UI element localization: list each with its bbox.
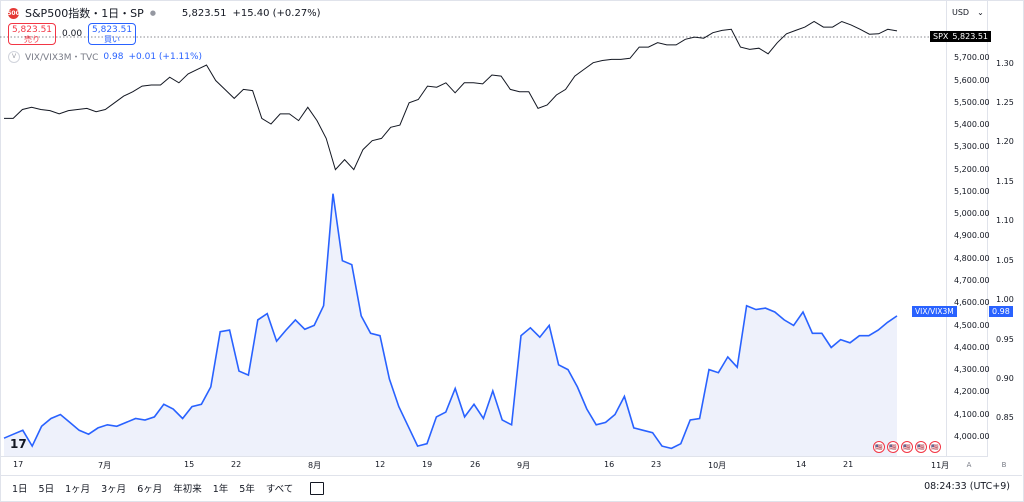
time-axis-tick: 15 xyxy=(184,460,195,469)
symbol-header[interactable]: 500 S&P500指数・1日・SP ● 5,823.51 +15.40 (+0… xyxy=(7,5,321,21)
time-axis-tick: 8月 xyxy=(308,461,322,470)
vix-legend-value: 0.98 xyxy=(103,51,124,62)
vix-series-line[interactable] xyxy=(3,193,898,450)
left-axis-tick: 5,500.00 xyxy=(954,97,990,107)
range-button[interactable]: すべて xyxy=(265,484,294,495)
tradingview-logo[interactable]: 17 xyxy=(10,437,27,451)
right-axis-tick: 0.95 xyxy=(996,334,1014,344)
vix-area-fill xyxy=(4,193,897,456)
clock[interactable]: 08:24:33 (UTC+9) xyxy=(924,481,1010,492)
vix-legend-name: VIX/VIX3M・TVC xyxy=(25,53,99,63)
time-axis-tick: 21 xyxy=(843,460,854,469)
calendar-icon[interactable] xyxy=(310,481,325,495)
us-flag-event-icon[interactable]: 🇺🇸 xyxy=(929,441,941,453)
spx-label-name: SPX xyxy=(933,32,949,41)
range-button[interactable]: 5日 xyxy=(38,484,55,495)
left-axis-tick: 4,100.00 xyxy=(954,409,990,419)
auto-scale-button[interactable]: A xyxy=(966,461,972,469)
time-axis-tick: 17 xyxy=(13,460,24,469)
time-axis-tick: 23 xyxy=(651,460,662,469)
left-axis-tick: 4,000.00 xyxy=(954,431,990,441)
range-button[interactable]: 1年 xyxy=(212,484,229,495)
symbol-price: 5,823.51 xyxy=(181,7,227,19)
us-flag-event-icon[interactable]: 🇺🇸 xyxy=(901,441,913,453)
range-button[interactable]: 1ヶ月 xyxy=(65,484,91,495)
time-axis-tick: 22 xyxy=(231,460,242,469)
buy-price: 5,823.51 xyxy=(92,25,133,35)
log-scale-button[interactable]: B xyxy=(1001,461,1007,469)
right-axis-tick: 0.85 xyxy=(996,413,1014,423)
left-axis-tick: 4,900.00 xyxy=(954,231,990,241)
chevron-down-icon: ⌄ xyxy=(977,7,984,17)
range-button[interactable]: 5年 xyxy=(239,484,255,495)
range-button[interactable]: 年初来 xyxy=(173,484,202,495)
right-axis-tick: 1.30 xyxy=(996,58,1014,68)
vix-legend-change: +0.01 (+1.11%) xyxy=(128,51,203,62)
vix-value-label: 0.98 xyxy=(989,306,1013,317)
right-axis-tick: 1.15 xyxy=(996,176,1014,186)
spread-value: 0.00 xyxy=(62,29,83,39)
right-axis-tick: 1.05 xyxy=(996,255,1014,265)
left-axis-tick: 5,700.00 xyxy=(954,53,990,63)
range-button[interactable]: 1日 xyxy=(12,484,28,495)
us-flag-event-icon[interactable]: 🇺🇸 xyxy=(873,441,885,453)
left-axis-tick: 4,700.00 xyxy=(954,275,990,285)
time-axis-tick: 19 xyxy=(422,460,433,469)
us-flag-event-icon[interactable]: 🇺🇸 xyxy=(915,441,927,453)
left-axis-tick: 5,300.00 xyxy=(954,142,990,152)
range-toolbar: 1日 5日 1ヶ月 3ヶ月 6ヶ月 年初来 1年 5年 すべて xyxy=(12,481,325,495)
left-axis-tick: 5,600.00 xyxy=(954,75,990,85)
right-axis-tick: 1.00 xyxy=(996,295,1014,305)
secondary-axis-divider xyxy=(987,0,988,456)
left-axis-tick: 4,800.00 xyxy=(954,253,990,263)
time-axis-tick: 26 xyxy=(470,460,481,469)
left-axis-tick: 4,600.00 xyxy=(954,298,990,308)
toolbar-divider xyxy=(0,475,1022,476)
time-axis-tick: 12 xyxy=(375,460,386,469)
left-axis-tick: 5,100.00 xyxy=(954,186,990,196)
time-axis-divider xyxy=(0,456,988,457)
right-axis-tick: 0.90 xyxy=(996,374,1014,384)
left-axis-tick: 4,200.00 xyxy=(954,387,990,397)
left-axis-tick: 5,200.00 xyxy=(954,164,990,174)
time-axis-tick: 10月 xyxy=(708,461,727,470)
sell-button[interactable]: 5,823.51 売り xyxy=(8,23,56,45)
time-axis-tick: 11月 xyxy=(931,461,950,470)
symbol-title[interactable]: S&P500指数・1日・SP xyxy=(25,7,144,20)
range-button[interactable]: 6ヶ月 xyxy=(137,484,163,495)
price-axis-divider xyxy=(946,0,947,456)
buy-label: 買い xyxy=(104,35,121,44)
currency-selector[interactable]: USD ⌄ xyxy=(952,5,984,19)
currency-label: USD xyxy=(952,7,970,17)
status-dot-icon: ● xyxy=(149,9,156,17)
time-axis-tick: 7月 xyxy=(98,461,112,470)
time-axis-tick: 16 xyxy=(604,460,615,469)
spx-label-value: 5,823.51 xyxy=(952,32,989,41)
sp500-logo-icon: 500 xyxy=(7,7,20,19)
left-axis-tick: 4,500.00 xyxy=(954,320,990,330)
right-axis-tick: 1.10 xyxy=(996,216,1014,226)
buy-button[interactable]: 5,823.51 買い xyxy=(88,23,137,45)
right-axis-tick: 1.25 xyxy=(996,98,1014,108)
trade-panel: 5,823.51 売り 0.00 5,823.51 買い xyxy=(8,23,137,45)
range-button[interactable]: 3ヶ月 xyxy=(101,484,127,495)
left-axis-tick: 4,300.00 xyxy=(954,365,990,375)
vix-legend[interactable]: V VIX/VIX3M・TVC 0.98 +0.01 (+1.11%) xyxy=(8,50,202,63)
spx-series-line[interactable] xyxy=(4,20,898,171)
symbol-change: +15.40 (+0.27%) xyxy=(232,7,321,19)
left-axis-tick: 5,000.00 xyxy=(954,209,990,219)
vix-symbol-icon: V xyxy=(8,50,20,63)
left-axis-tick: 4,400.00 xyxy=(954,342,990,352)
time-axis-tick: 9月 xyxy=(517,461,531,470)
us-flag-event-icon[interactable]: 🇺🇸 xyxy=(887,441,899,453)
time-axis-tick: 14 xyxy=(796,460,807,469)
spx-price-label: SPX 5,823.51 xyxy=(930,31,992,42)
sell-price: 5,823.51 xyxy=(11,25,53,35)
sell-label: 売り xyxy=(24,35,40,44)
vix-series-label: VIX/VIX3M xyxy=(912,306,957,317)
right-axis-tick: 1.20 xyxy=(996,137,1014,147)
left-axis-tick: 5,400.00 xyxy=(954,120,990,130)
event-flags[interactable]: 🇺🇸 🇺🇸 🇺🇸 🇺🇸 🇺🇸 xyxy=(873,441,941,453)
